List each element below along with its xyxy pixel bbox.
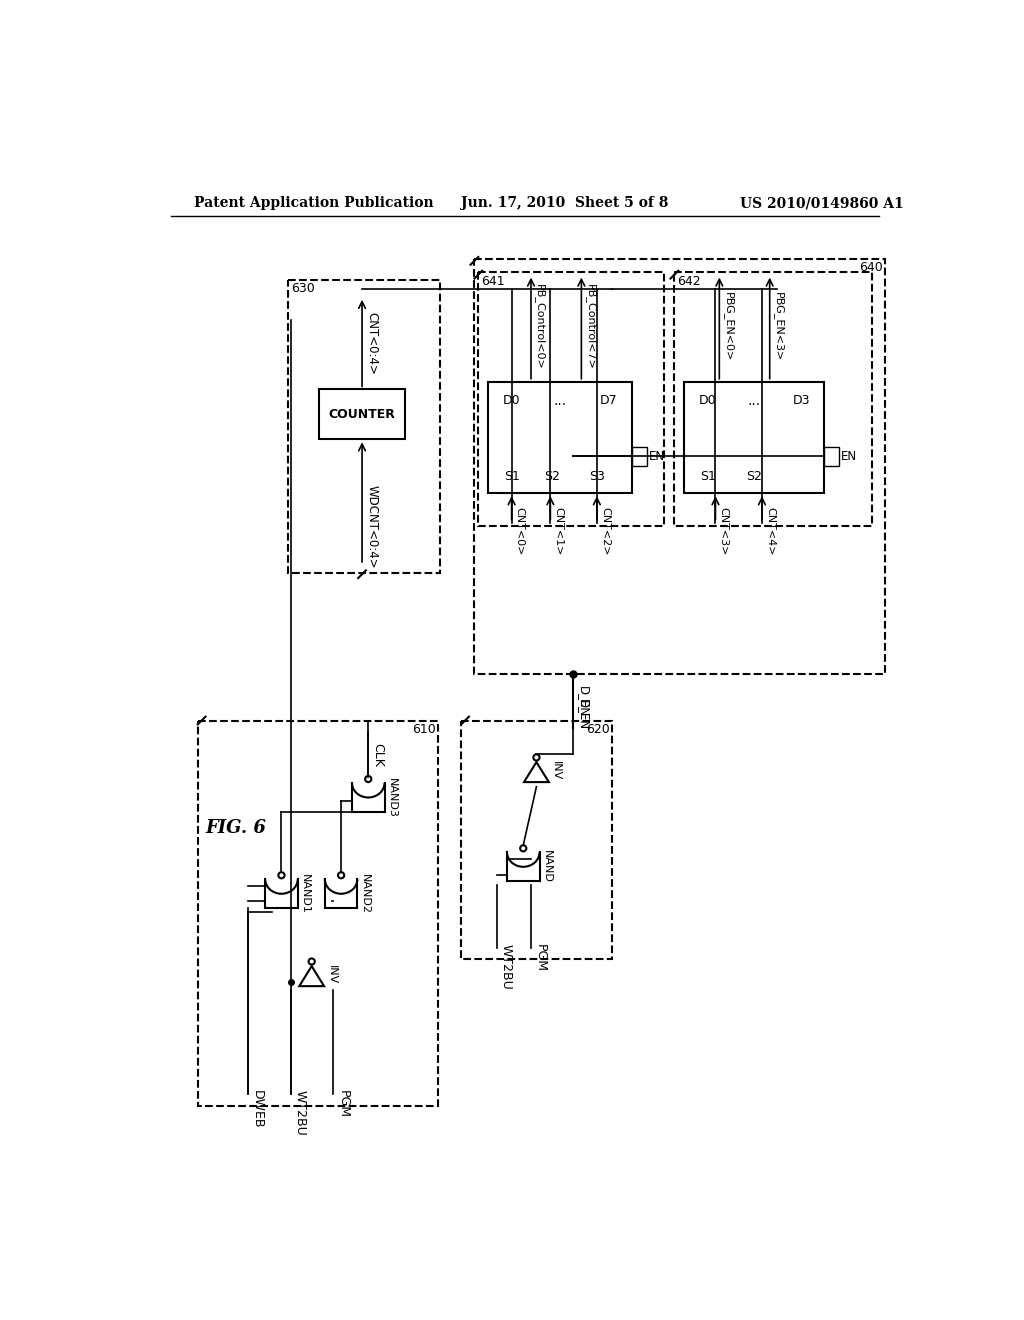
Text: ...: ... xyxy=(748,393,761,408)
Text: 620: 620 xyxy=(587,723,610,735)
Text: WT2BU: WT2BU xyxy=(294,1090,307,1135)
Text: 641: 641 xyxy=(480,275,504,288)
Text: D7: D7 xyxy=(600,395,617,408)
Text: DWEB: DWEB xyxy=(251,1090,264,1129)
Text: CNT<4>: CNT<4> xyxy=(765,507,775,556)
Text: NAND1: NAND1 xyxy=(300,874,310,913)
Text: ...: ... xyxy=(554,393,566,408)
Text: CNT<3>: CNT<3> xyxy=(719,507,728,556)
Text: Patent Application Publication: Patent Application Publication xyxy=(194,197,433,210)
Text: CNT<1>: CNT<1> xyxy=(554,507,563,556)
Text: PBG_EN<0>: PBG_EN<0> xyxy=(722,293,733,362)
FancyBboxPatch shape xyxy=(824,447,840,466)
Text: FIG. 6: FIG. 6 xyxy=(206,820,266,837)
Text: EN: EN xyxy=(649,450,665,463)
Text: NAND2: NAND2 xyxy=(359,874,370,913)
Text: WT2BU: WT2BU xyxy=(500,944,513,990)
Text: 642: 642 xyxy=(677,275,700,288)
FancyBboxPatch shape xyxy=(684,381,824,494)
Text: D0: D0 xyxy=(503,395,520,408)
Text: 610: 610 xyxy=(412,723,435,735)
Text: NAND: NAND xyxy=(542,850,552,883)
Text: CNT<0:4>: CNT<0:4> xyxy=(366,312,378,375)
Text: US 2010/0149860 A1: US 2010/0149860 A1 xyxy=(740,197,904,210)
Text: PB_Control<7>: PB_Control<7> xyxy=(585,284,595,370)
Text: INV: INV xyxy=(551,760,561,780)
FancyBboxPatch shape xyxy=(488,381,632,494)
Text: D_EN: D_EN xyxy=(577,698,590,730)
Text: CLK: CLK xyxy=(372,743,384,767)
Text: S2: S2 xyxy=(544,470,560,483)
Text: 630: 630 xyxy=(291,282,314,296)
Text: S3: S3 xyxy=(589,470,605,483)
Text: S1: S1 xyxy=(504,470,520,483)
Text: D_EN: D_EN xyxy=(577,685,590,717)
Text: COUNTER: COUNTER xyxy=(329,408,395,421)
FancyBboxPatch shape xyxy=(632,447,647,466)
Text: S2: S2 xyxy=(746,470,762,483)
Text: INV: INV xyxy=(327,965,337,985)
Text: D3: D3 xyxy=(793,395,810,408)
Text: PB_Control<0>: PB_Control<0> xyxy=(535,284,545,370)
Text: PGM: PGM xyxy=(337,1090,349,1118)
Text: WDCNT<0:4>: WDCNT<0:4> xyxy=(366,484,378,569)
Text: PBG_EN<3>: PBG_EN<3> xyxy=(773,293,783,362)
Text: CNT<2>: CNT<2> xyxy=(600,507,610,556)
Text: PGM: PGM xyxy=(535,944,547,972)
Text: CNT<0>: CNT<0> xyxy=(515,507,524,556)
Text: 640: 640 xyxy=(859,261,883,273)
Text: Jun. 17, 2010  Sheet 5 of 8: Jun. 17, 2010 Sheet 5 of 8 xyxy=(461,197,669,210)
Text: EN: EN xyxy=(841,450,857,463)
Text: S1: S1 xyxy=(700,470,716,483)
FancyBboxPatch shape xyxy=(319,389,404,440)
Text: D0: D0 xyxy=(698,395,716,408)
Text: NAND3: NAND3 xyxy=(387,777,397,817)
